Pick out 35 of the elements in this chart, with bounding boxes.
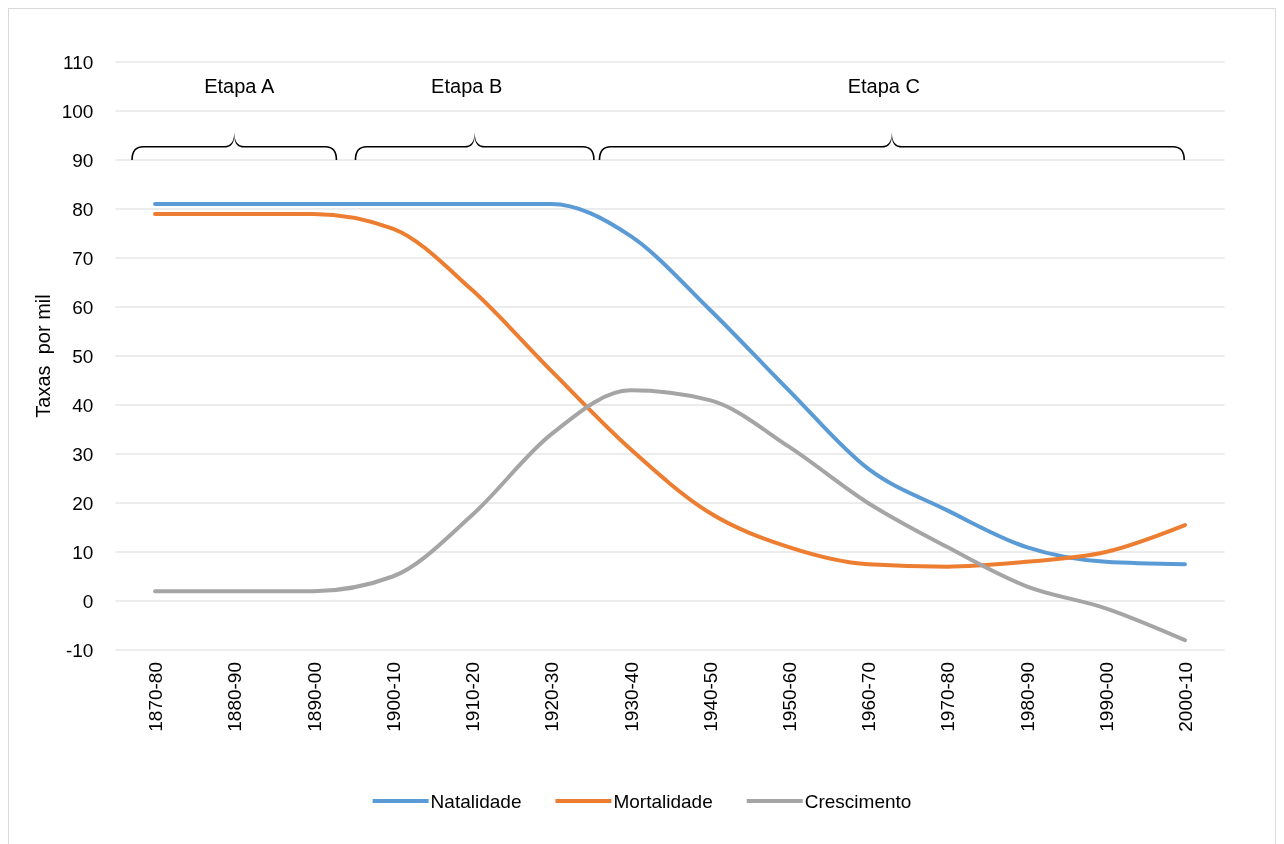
y-tick-label: 0: [82, 590, 94, 612]
y-tick-label: 80: [72, 198, 94, 220]
y-tick-label: 60: [72, 296, 94, 318]
y-tick-label: 110: [63, 51, 94, 73]
x-tick-label: 1890-00: [303, 662, 325, 732]
annotation: Etapa C: [847, 75, 920, 97]
y-tick-label: 30: [72, 443, 94, 465]
y-tick-label: 100: [61, 100, 94, 122]
x-tick-label: 1950-60: [778, 662, 800, 732]
x-tick-label: 1870-80: [145, 662, 167, 732]
x-tick-label: 1960-70: [858, 662, 880, 732]
legend-label: Natalidade: [430, 790, 522, 812]
x-tick-label: 1900-10: [382, 662, 404, 732]
y-tick-label: 70: [72, 247, 94, 269]
x-tick-label: 1970-80: [937, 662, 959, 732]
x-tick-label: 1880-90: [224, 662, 246, 732]
legend-label: Mortalidade: [613, 790, 713, 812]
legend-label: Crescimento: [804, 790, 912, 812]
y-tick-label: 50: [72, 345, 94, 367]
x-tick-label: 1990-00: [1095, 662, 1117, 732]
line-series: [153, 388, 1187, 643]
y-tick-label: 20: [72, 492, 94, 514]
y-tick-label: 40: [72, 394, 94, 416]
x-tick-label: 1910-20: [462, 662, 484, 732]
x-tick-label: 1920-30: [541, 662, 563, 732]
y-tick-label: 10: [72, 541, 94, 563]
y-axis-title: Taxas por mil: [32, 294, 54, 418]
x-tick-label: 1930-40: [620, 662, 642, 732]
annotation: Etapa A: [204, 75, 275, 97]
x-tick-label: 1980-90: [1016, 662, 1038, 732]
x-tick-label: 2000-10: [1175, 662, 1197, 732]
y-tick-label: -10: [65, 639, 94, 661]
annotation: Etapa B: [431, 75, 503, 97]
x-tick-label: 1940-50: [699, 662, 721, 732]
y-tick-label: 90: [72, 149, 94, 171]
